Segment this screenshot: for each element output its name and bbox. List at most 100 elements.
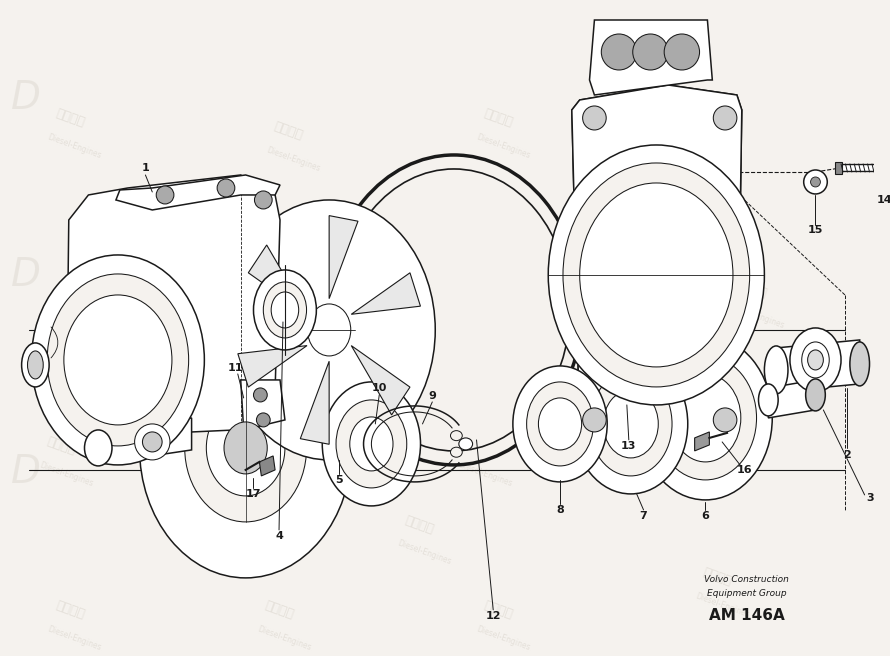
- Polygon shape: [98, 418, 191, 464]
- Text: Diesel-Engines: Diesel-Engines: [397, 211, 453, 239]
- Ellipse shape: [563, 163, 749, 387]
- Text: 柴发动力: 柴发动力: [44, 435, 77, 457]
- Text: D: D: [12, 79, 41, 117]
- Text: Diesel-Engines: Diesel-Engines: [397, 539, 453, 567]
- Ellipse shape: [350, 417, 393, 471]
- Text: 柴发动力: 柴发动力: [465, 435, 498, 457]
- Ellipse shape: [134, 424, 170, 460]
- Ellipse shape: [256, 413, 271, 427]
- Text: 柴发动力: 柴发动力: [648, 435, 681, 457]
- Text: 柴发动力: 柴发动力: [272, 120, 305, 142]
- Ellipse shape: [654, 356, 756, 480]
- Polygon shape: [589, 20, 712, 95]
- Text: 3: 3: [867, 493, 874, 503]
- Ellipse shape: [574, 354, 688, 494]
- Ellipse shape: [589, 372, 672, 476]
- Text: Diesel-Engines: Diesel-Engines: [265, 145, 321, 173]
- Text: Diesel-Engines: Diesel-Engines: [642, 460, 698, 488]
- Text: D: D: [12, 256, 41, 295]
- Polygon shape: [694, 432, 709, 451]
- Text: Diesel-Engines: Diesel-Engines: [475, 132, 531, 160]
- Text: Diesel-Engines: Diesel-Engines: [46, 624, 103, 652]
- Text: Diesel-Engines: Diesel-Engines: [108, 302, 165, 331]
- Text: 4: 4: [275, 531, 283, 541]
- Text: Diesel-Engines: Diesel-Engines: [169, 381, 225, 409]
- Ellipse shape: [157, 186, 174, 204]
- Ellipse shape: [790, 328, 841, 392]
- Text: AM 146A: AM 146A: [708, 608, 785, 623]
- Text: 12: 12: [485, 611, 501, 621]
- Text: Diesel-Engines: Diesel-Engines: [256, 624, 313, 652]
- Ellipse shape: [633, 34, 668, 70]
- Text: 7: 7: [640, 511, 647, 521]
- Text: Volvo Construction: Volvo Construction: [704, 575, 789, 584]
- Text: 柴发动力: 柴发动力: [334, 291, 366, 313]
- Text: 15: 15: [808, 225, 823, 235]
- Text: 柴发动力: 柴发动力: [684, 120, 716, 142]
- Ellipse shape: [224, 422, 267, 474]
- Text: 柴发动力: 柴发动力: [403, 186, 436, 208]
- Ellipse shape: [338, 169, 570, 451]
- Ellipse shape: [804, 170, 828, 194]
- Ellipse shape: [255, 191, 272, 209]
- Ellipse shape: [713, 106, 737, 130]
- Polygon shape: [352, 273, 420, 314]
- Text: Diesel-Engines: Diesel-Engines: [475, 624, 531, 652]
- Ellipse shape: [713, 408, 737, 432]
- Ellipse shape: [85, 430, 112, 466]
- Text: D: D: [12, 453, 41, 491]
- Text: 8: 8: [556, 505, 564, 515]
- Ellipse shape: [664, 34, 700, 70]
- Text: 10: 10: [371, 383, 387, 393]
- Text: 柴发动力: 柴发动力: [115, 277, 148, 300]
- Text: 6: 6: [701, 511, 709, 521]
- Polygon shape: [259, 456, 275, 476]
- Ellipse shape: [670, 374, 740, 462]
- Ellipse shape: [140, 318, 352, 578]
- Ellipse shape: [327, 155, 582, 465]
- Polygon shape: [352, 346, 410, 415]
- Ellipse shape: [254, 270, 316, 350]
- Text: 5: 5: [336, 475, 343, 485]
- Text: 柴发动力: 柴发动力: [736, 277, 768, 300]
- Polygon shape: [768, 380, 815, 418]
- Ellipse shape: [206, 400, 285, 496]
- Ellipse shape: [263, 282, 306, 338]
- Text: 柴发动力: 柴发动力: [403, 514, 436, 536]
- Ellipse shape: [548, 145, 765, 405]
- Polygon shape: [835, 162, 842, 174]
- Text: Diesel-Engines: Diesel-Engines: [38, 460, 94, 488]
- Text: 柴发动力: 柴发动力: [246, 448, 279, 470]
- Ellipse shape: [807, 350, 823, 370]
- Ellipse shape: [758, 384, 778, 416]
- Text: 柴发动力: 柴发动力: [53, 107, 86, 129]
- Text: 9: 9: [428, 391, 436, 401]
- Ellipse shape: [538, 398, 582, 450]
- Text: 13: 13: [621, 441, 636, 451]
- Text: Diesel-Engines: Diesel-Engines: [457, 460, 514, 488]
- Ellipse shape: [450, 430, 462, 441]
- Ellipse shape: [527, 382, 594, 466]
- Ellipse shape: [583, 408, 606, 432]
- Ellipse shape: [271, 292, 299, 328]
- Ellipse shape: [336, 400, 407, 488]
- Ellipse shape: [322, 382, 420, 506]
- Polygon shape: [300, 361, 329, 444]
- Text: 柴发动力: 柴发动力: [53, 599, 86, 621]
- Text: 11: 11: [228, 363, 244, 373]
- Ellipse shape: [21, 343, 49, 387]
- Ellipse shape: [805, 379, 825, 411]
- Ellipse shape: [254, 388, 267, 402]
- Text: 2: 2: [843, 450, 851, 460]
- Text: Diesel-Engines: Diesel-Engines: [676, 145, 732, 173]
- Text: 柴发动力: 柴发动力: [700, 566, 733, 588]
- Text: Diesel-Engines: Diesel-Engines: [694, 591, 750, 619]
- Ellipse shape: [217, 179, 235, 197]
- Text: 柴发动力: 柴发动力: [482, 599, 514, 621]
- Text: 柴发动力: 柴发动力: [595, 186, 628, 208]
- Text: 14: 14: [877, 195, 890, 205]
- Ellipse shape: [850, 342, 870, 386]
- Ellipse shape: [47, 274, 189, 446]
- Ellipse shape: [459, 438, 473, 450]
- Ellipse shape: [802, 342, 829, 378]
